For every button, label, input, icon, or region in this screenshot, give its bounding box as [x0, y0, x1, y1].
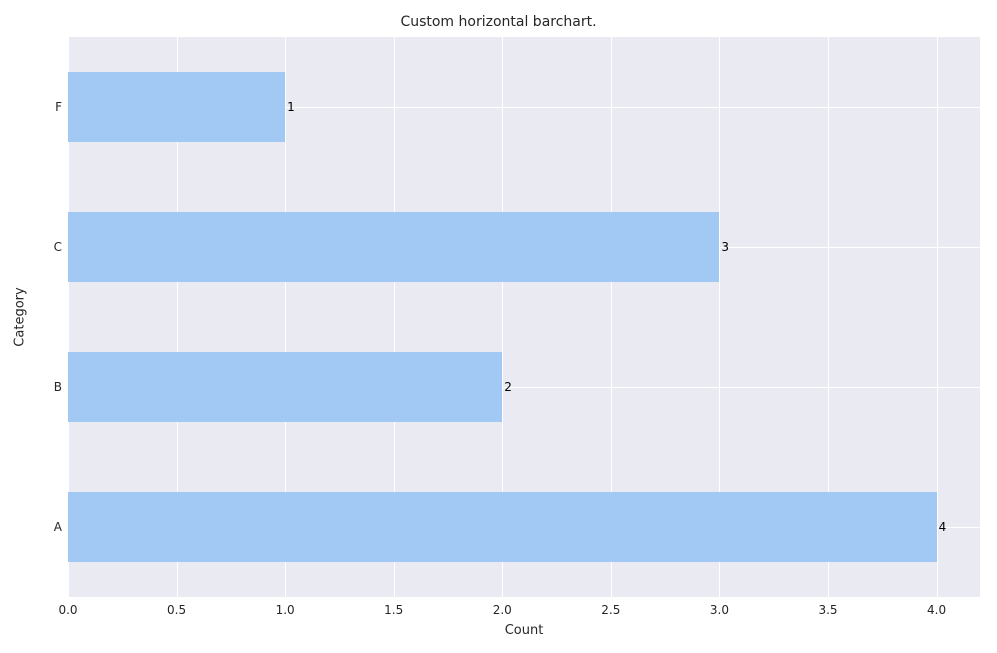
bar-value-label: 3 [719, 240, 729, 254]
bar [68, 72, 285, 142]
x-tick-label: 3.5 [818, 603, 837, 617]
y-tick-label: C [44, 240, 62, 254]
y-axis-label: Category [13, 287, 28, 346]
bar [68, 352, 502, 422]
x-tick-label: 1.5 [384, 603, 403, 617]
y-tick-label: F [44, 100, 62, 114]
x-tick-label: 0.5 [167, 603, 186, 617]
x-axis-label: Count [505, 623, 544, 638]
x-tick-label: 2.5 [601, 603, 620, 617]
plot-area: 4 2 3 1 [68, 37, 980, 597]
x-tick-label: 4.0 [927, 603, 946, 617]
x-tick-label: 0.0 [58, 603, 77, 617]
gridline-vertical [937, 37, 938, 597]
bar-value-label: 1 [285, 100, 295, 114]
x-tick-label: 1.0 [276, 603, 295, 617]
x-tick-label: 3.0 [710, 603, 729, 617]
bar-value-label: 2 [502, 380, 512, 394]
figure: Custom horizontal barchart. 4 2 3 1 Count C… [0, 0, 997, 653]
y-tick-label: A [44, 520, 62, 534]
bar [68, 212, 719, 282]
plot-axes: 4 2 3 1 [68, 37, 980, 597]
bar-value-label: 4 [937, 520, 947, 534]
x-tick-label: 2.0 [493, 603, 512, 617]
chart-title: Custom horizontal barchart. [0, 14, 997, 30]
y-tick-label: B [44, 380, 62, 394]
bar [68, 492, 937, 562]
